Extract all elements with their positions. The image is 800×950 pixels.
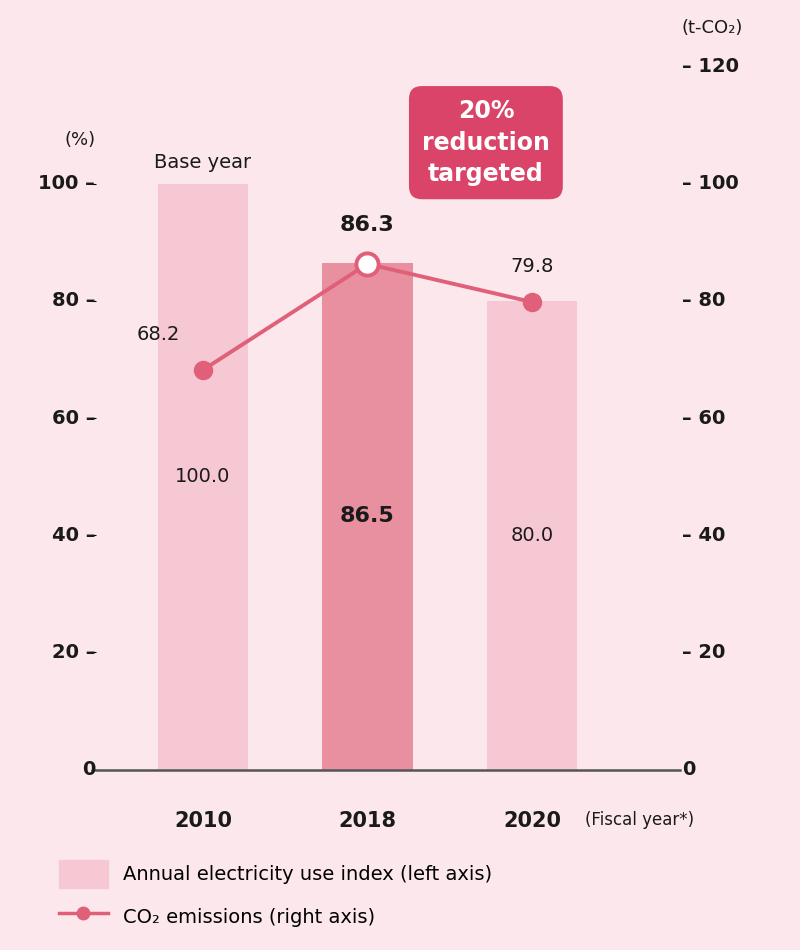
Text: – 40: – 40	[682, 525, 725, 544]
Bar	[486, 301, 577, 770]
Text: 0: 0	[682, 760, 695, 779]
Text: Base year: Base year	[154, 153, 251, 172]
Text: 40 –: 40 –	[52, 525, 95, 544]
Text: – 100: – 100	[682, 174, 738, 193]
Text: (Fiscal year*): (Fiscal year*)	[585, 810, 694, 828]
Text: 79.8: 79.8	[510, 256, 554, 275]
Text: 0: 0	[82, 760, 95, 779]
Text: 86.5: 86.5	[340, 506, 395, 526]
Text: 100.0: 100.0	[175, 467, 230, 486]
Text: 2018: 2018	[338, 810, 397, 830]
Text: 20%
reduction
targeted: 20% reduction targeted	[422, 99, 550, 186]
Text: (%): (%)	[64, 130, 95, 148]
Text: – 60: – 60	[682, 408, 725, 428]
Bar	[322, 263, 413, 770]
Bar	[158, 183, 248, 770]
Text: (t-CO₂): (t-CO₂)	[682, 19, 743, 37]
Legend: Annual electricity use index (left axis), CO₂ emissions (right axis): Annual electricity use index (left axis)…	[59, 860, 492, 931]
Text: 60 –: 60 –	[52, 408, 95, 428]
Text: – 120: – 120	[682, 57, 738, 76]
Text: 80.0: 80.0	[510, 525, 554, 544]
Text: 100 –: 100 –	[38, 174, 95, 193]
Text: 86.3: 86.3	[340, 215, 395, 235]
Text: 2010: 2010	[174, 810, 232, 830]
Text: 68.2: 68.2	[137, 325, 180, 344]
Text: 20 –: 20 –	[52, 643, 95, 662]
Text: 2020: 2020	[503, 810, 561, 830]
Text: 80 –: 80 –	[52, 292, 95, 311]
Text: – 80: – 80	[682, 292, 725, 311]
Text: – 20: – 20	[682, 643, 725, 662]
